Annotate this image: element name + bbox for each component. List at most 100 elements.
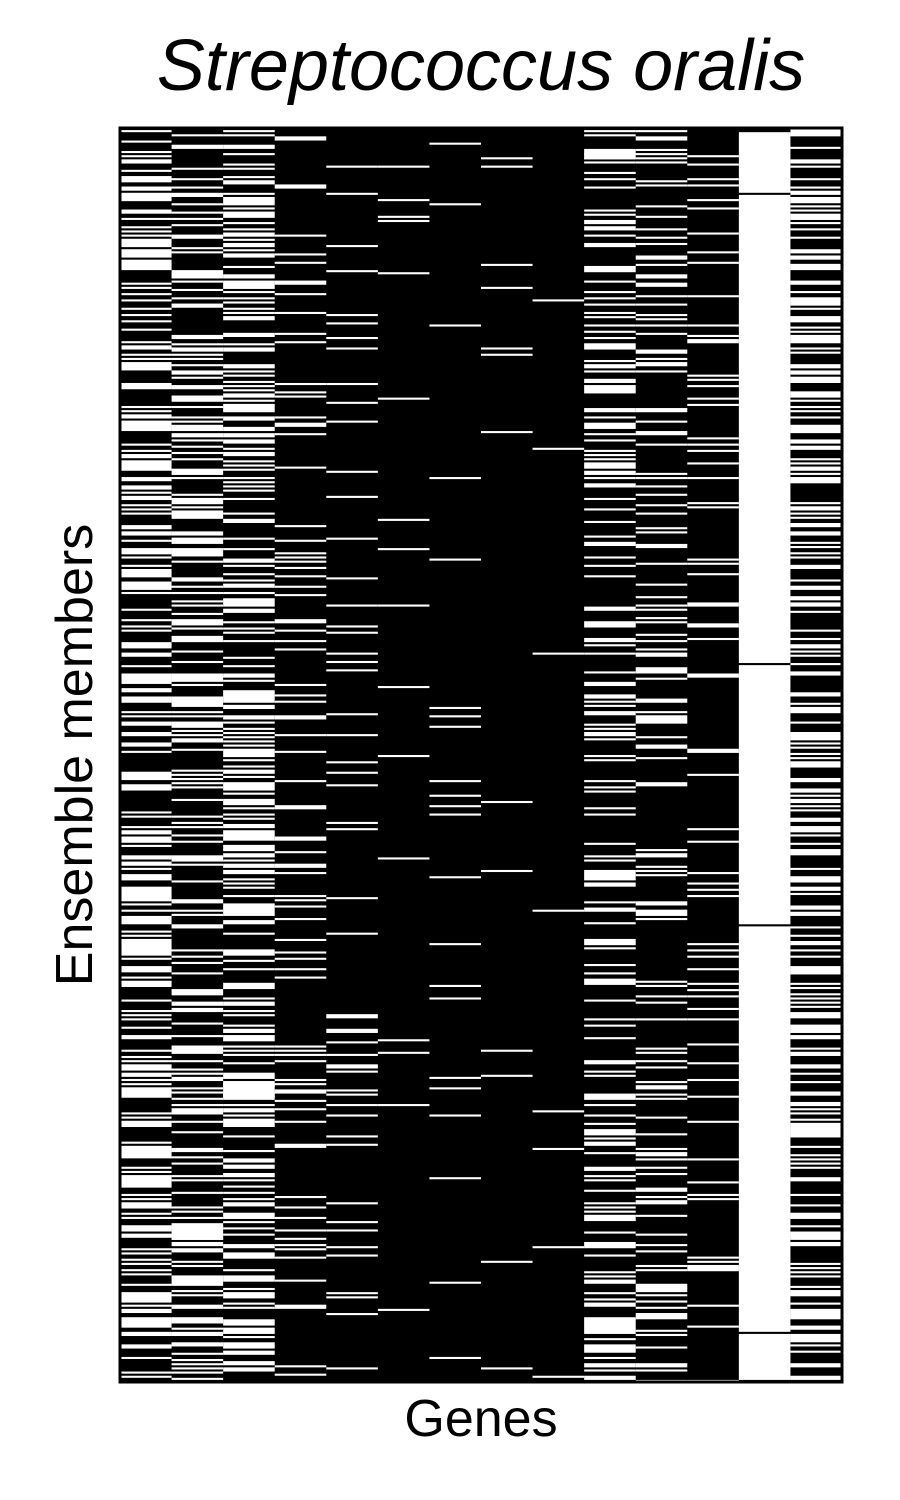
- cell-absent-gene-9: [532, 299, 585, 302]
- cell-absent-gene-11: [635, 648, 688, 651]
- cell-absent-gene-2: [171, 247, 224, 250]
- cell-absent-gene-11: [635, 527, 688, 530]
- cell-absent-gene-3: [223, 679, 275, 682]
- cell-absent-gene-5: [326, 270, 378, 273]
- cell-absent-gene-1: [120, 1344, 172, 1349]
- cell-absent-gene-4: [274, 539, 327, 542]
- cell-absent-gene-4: [274, 1216, 327, 1219]
- cell-absent-gene-2: [171, 1327, 224, 1330]
- cell-absent-gene-10: [584, 1302, 636, 1307]
- cell-absent-gene-7: [429, 1087, 481, 1090]
- cell-absent-gene-2: [171, 600, 224, 603]
- cell-absent-gene-14: [790, 1012, 842, 1019]
- cell-absent-gene-14: [790, 410, 842, 413]
- cell-absent-gene-14: [790, 817, 842, 822]
- cell-absent-gene-3: [223, 813, 275, 816]
- cell-absent-gene-3: [223, 878, 275, 881]
- cell-absent-gene-5: [326, 314, 378, 317]
- cell-absent-gene-5: [326, 660, 378, 664]
- cell-absent-gene-12: [687, 573, 739, 576]
- cell-absent-gene-4: [274, 836, 327, 841]
- cell-absent-gene-14: [790, 1122, 842, 1138]
- cell-absent-gene-6: [377, 397, 430, 400]
- cell-absent-gene-2: [171, 715, 224, 718]
- cell-absent-gene-3: [223, 144, 275, 149]
- cell-absent-gene-1: [120, 420, 172, 432]
- cell-absent-gene-4: [274, 1229, 327, 1232]
- cell-absent-gene-10: [584, 1129, 636, 1136]
- cell-absent-gene-14: [790, 1091, 842, 1096]
- cell-absent-gene-14: [790, 512, 842, 515]
- cell-absent-gene-10: [584, 1175, 636, 1178]
- cell-absent-gene-2: [171, 711, 224, 714]
- cell-absent-gene-2: [171, 1275, 224, 1286]
- cell-absent-gene-3: [223, 665, 275, 668]
- cell-absent-gene-14: [790, 316, 842, 323]
- cell-absent-gene-10: [584, 1363, 636, 1368]
- cell-absent-gene-5: [326, 1254, 378, 1257]
- cell-absent-gene-14: [790, 556, 842, 559]
- cell-absent-gene-11: [635, 621, 688, 624]
- cell-absent-gene-14: [790, 209, 842, 212]
- cell-absent-gene-2: [171, 1317, 224, 1324]
- cell-absent-gene-1: [120, 176, 172, 183]
- cell-absent-gene-11: [635, 744, 688, 749]
- cell-absent-gene-1: [120, 414, 172, 419]
- cell-absent-gene-3: [223, 374, 275, 377]
- cell-absent-gene-1: [120, 976, 172, 979]
- cell-absent-gene-3: [223, 1319, 275, 1326]
- cell-absent-gene-14: [790, 809, 842, 812]
- cell-absent-gene-11: [635, 1333, 688, 1337]
- cell-absent-gene-3: [223, 997, 275, 1000]
- cell-absent-gene-3: [223, 518, 275, 524]
- cell-absent-gene-11: [635, 493, 688, 496]
- chart-title: Streptococcus oralis: [156, 26, 806, 106]
- cell-absent-gene-10: [584, 855, 636, 858]
- cell-absent-gene-1: [120, 591, 172, 595]
- cell-absent-gene-1: [120, 715, 172, 718]
- cell-absent-gene-7: [429, 477, 481, 480]
- cell-absent-gene-11: [635, 849, 688, 852]
- cell-absent-gene-2: [171, 531, 224, 536]
- cell-absent-gene-10: [584, 694, 636, 699]
- cell-absent-gene-1: [120, 169, 172, 172]
- cell-absent-gene-2: [171, 134, 224, 137]
- cell-absent-gene-3: [223, 748, 275, 758]
- cell-absent-gene-1: [120, 836, 172, 843]
- cell-absent-gene-3: [223, 631, 275, 634]
- cell-absent-gene-2: [171, 497, 224, 505]
- cell-absent-gene-1: [120, 1145, 172, 1159]
- cell-absent-gene-14: [790, 1290, 842, 1297]
- cell-absent-gene-6: [377, 604, 430, 607]
- cell-absent-gene-14: [790, 1363, 842, 1368]
- cell-absent-gene-14: [790, 1064, 842, 1069]
- cell-absent-gene-12: [687, 1018, 739, 1021]
- cell-absent-gene-1: [120, 362, 172, 371]
- cell-absent-gene-12: [687, 334, 739, 337]
- cell-absent-gene-2: [171, 334, 224, 340]
- cell-absent-gene-14: [790, 1047, 842, 1050]
- cell-absent-gene-3: [223, 134, 275, 137]
- cell-absent-gene-12: [687, 339, 739, 344]
- cell-absent-gene-14: [790, 445, 842, 450]
- cell-absent-gene-4: [274, 594, 327, 597]
- cell-absent-gene-5: [326, 1041, 378, 1044]
- cell-absent-gene-11: [635, 901, 688, 906]
- cell-absent-gene-2: [171, 913, 224, 916]
- cell-absent-gene-10: [584, 938, 636, 946]
- cell-absent-gene-3: [223, 823, 275, 829]
- cell-absent-gene-14: [790, 506, 842, 511]
- cell-absent-gene-14: [790, 982, 842, 985]
- cell-absent-gene-1: [120, 1064, 172, 1071]
- cell-absent-gene-3: [223, 439, 275, 444]
- cell-absent-gene-1: [120, 1049, 172, 1052]
- cell-absent-gene-3: [223, 343, 275, 346]
- cell-absent-gene-14: [790, 159, 842, 164]
- cell-absent-gene-2: [171, 347, 224, 352]
- cell-absent-gene-3: [223, 307, 275, 310]
- cell-absent-gene-4: [274, 395, 327, 398]
- cell-absent-gene-1: [120, 341, 172, 344]
- cell-absent-gene-2: [171, 777, 224, 781]
- cell-absent-gene-10: [584, 759, 636, 762]
- cell-absent-gene-7: [429, 715, 481, 718]
